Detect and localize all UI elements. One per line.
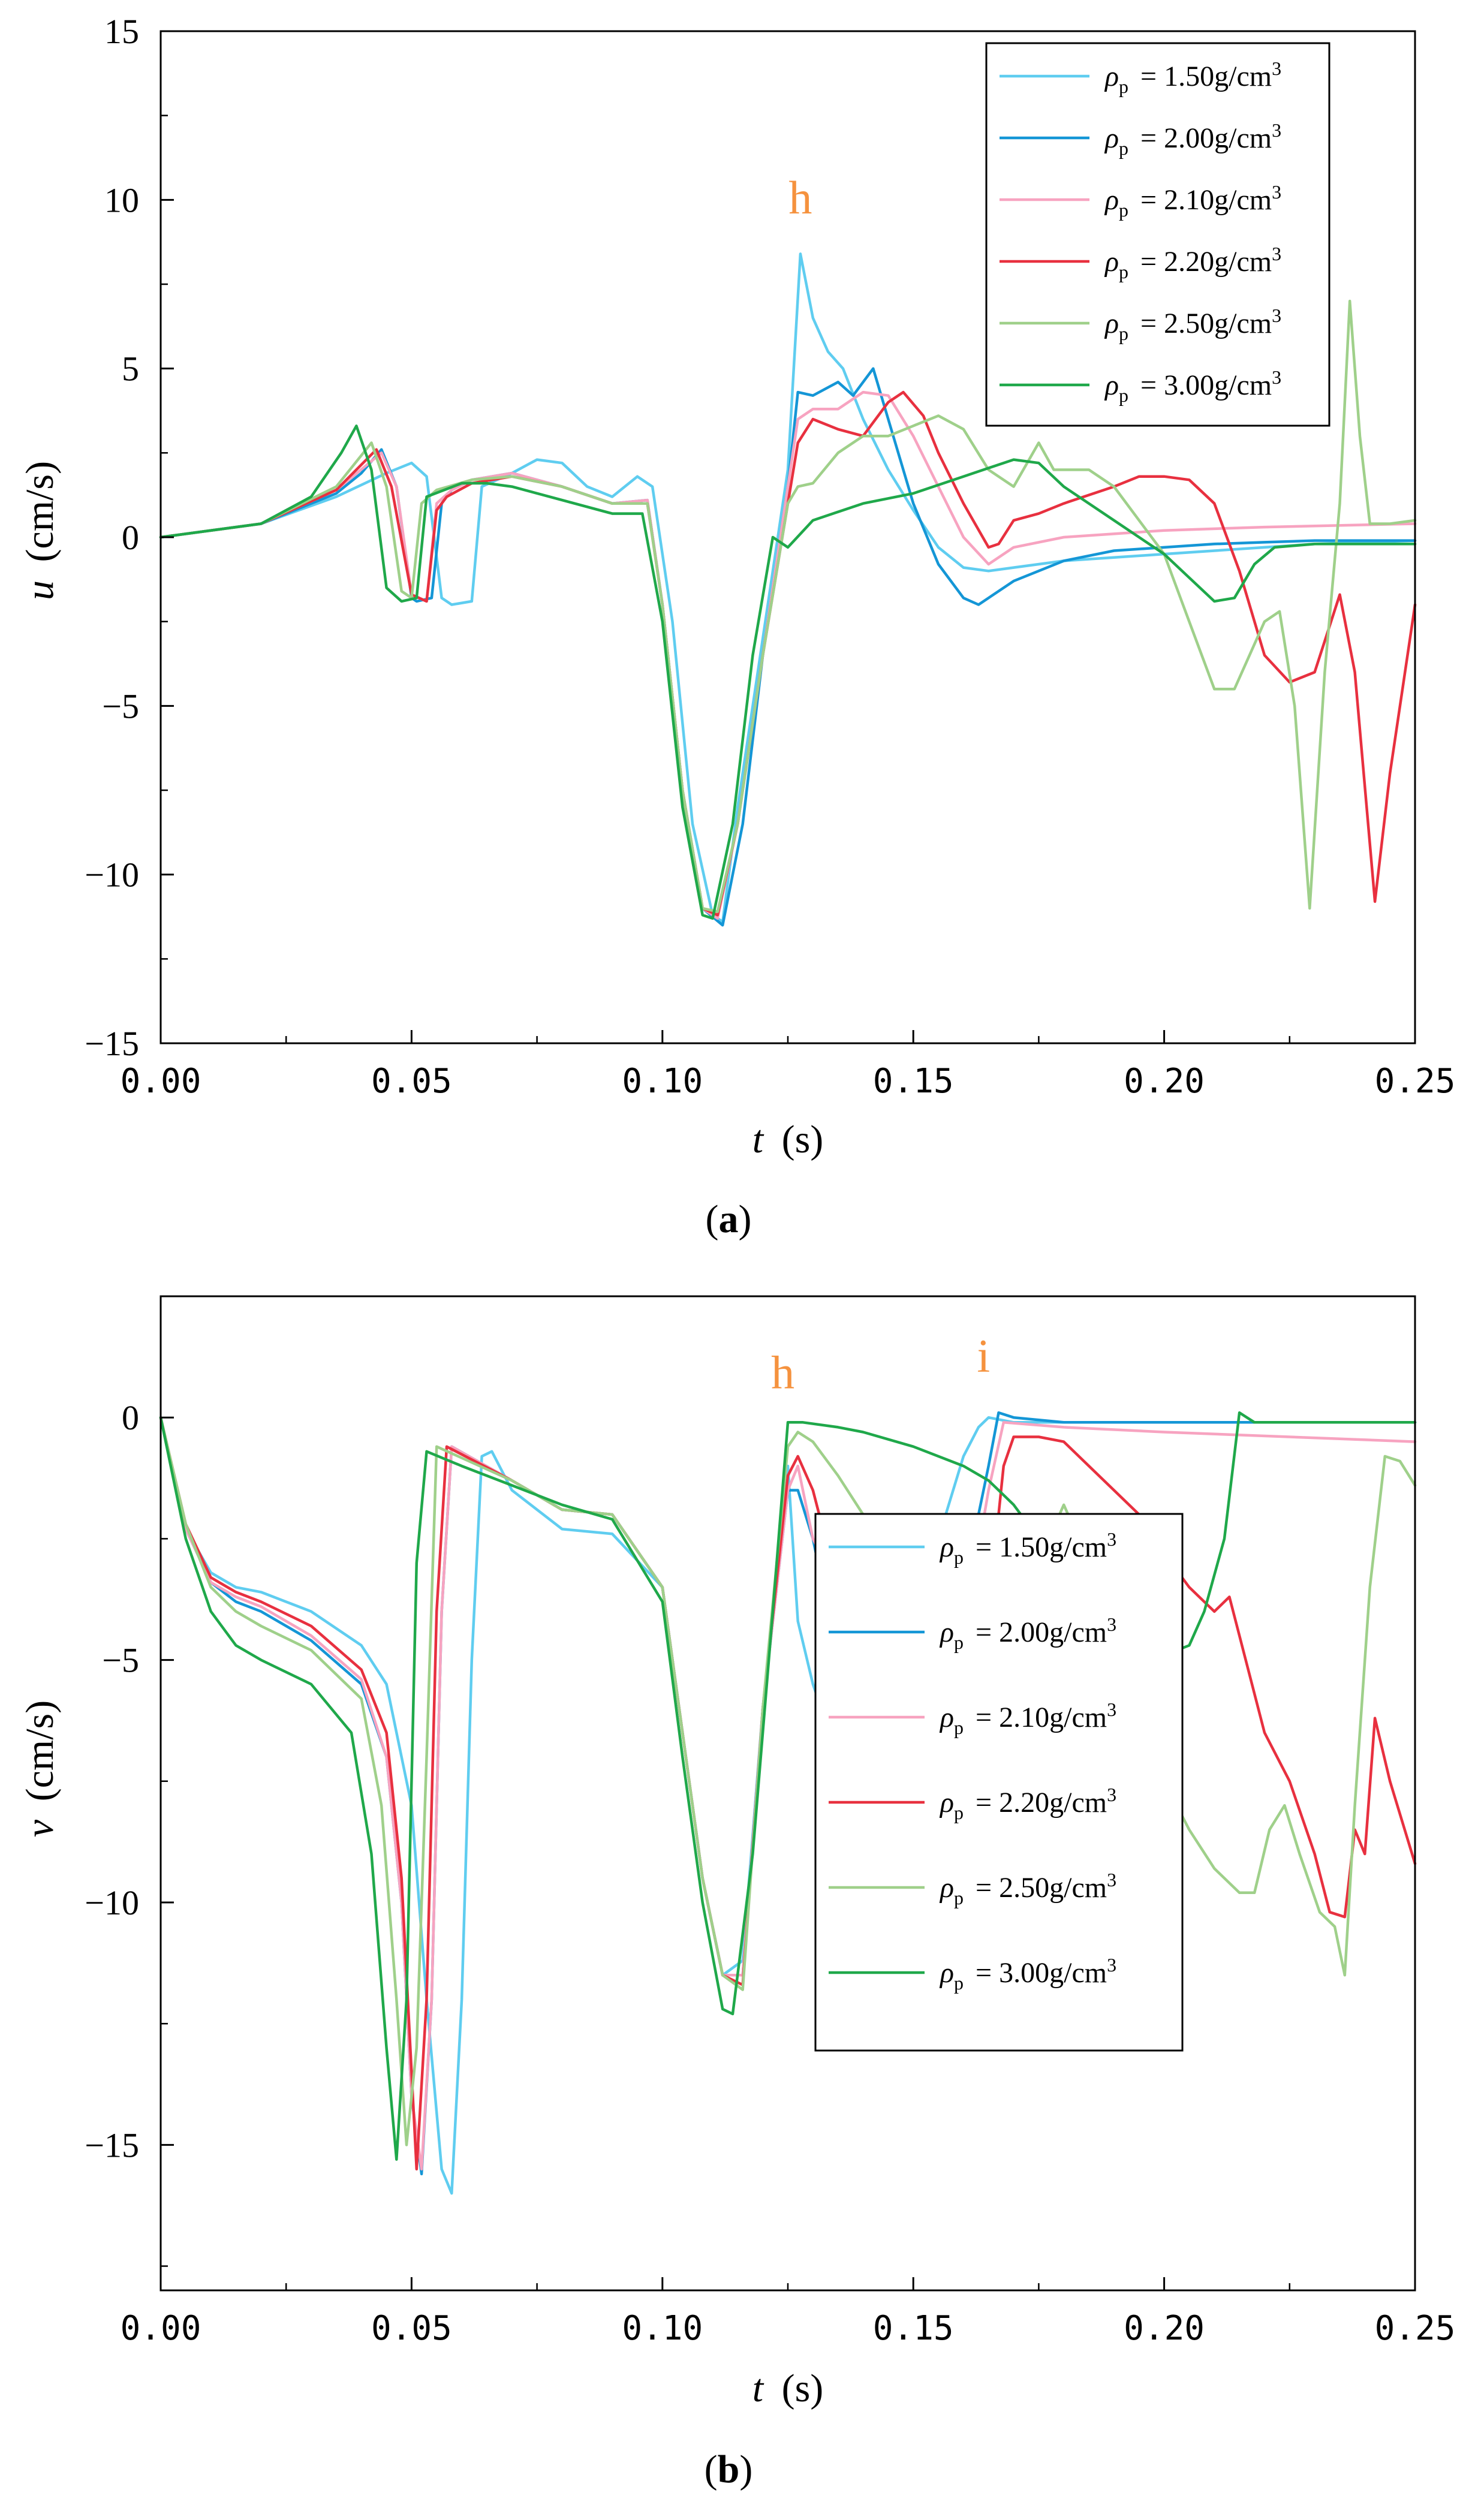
- series-line-s200-a: [159, 367, 1417, 927]
- x-tick-label: 0.20: [1124, 1062, 1205, 1101]
- legend-entry-s210: ρp = 2.10g/cm3: [1104, 181, 1281, 221]
- y-tick-label: −5: [102, 687, 139, 725]
- x-tick-labels-a: 0.00 0.05 0.10 0.15 0.20 0.25: [121, 1062, 1456, 1101]
- legend-entry-s220: ρp = 2.20g/cm3: [939, 1784, 1116, 1823]
- y-tick-label: −10: [85, 856, 139, 895]
- x-tick-labels-b: 0.00 0.05 0.10 0.15 0.20 0.25: [121, 2309, 1456, 2348]
- y-axis-title-a: u (cm/s): [18, 461, 62, 600]
- y-tick-label: 15: [104, 12, 139, 51]
- y-axis-title-b: v (cm/s): [18, 1700, 62, 1837]
- panel-label-b: (b): [705, 2447, 753, 2491]
- axes-b: [159, 1295, 1416, 2292]
- legend-a: ρp = 1.50g/cm3 ρp = 2.00g/cm3 ρp = 2.10g/c…: [985, 42, 1330, 427]
- x-tick-label: 0.00: [121, 2309, 201, 2348]
- legend-entry-s200: ρp = 2.00g/cm3: [939, 1613, 1116, 1653]
- annotation-i-b: i: [977, 1329, 991, 1381]
- x-tick-label: 0.05: [371, 2309, 452, 2348]
- chart-panel-a: 0.00 0.05 0.10 0.15 0.20 0.25 151050−5−10−15 …: [18, 12, 1455, 1241]
- x-tick-label: 0.15: [873, 1062, 954, 1101]
- legend-entry-s250: ρp = 2.50g/cm3: [939, 1869, 1116, 1908]
- x-axis-title-b: t (s): [752, 2367, 824, 2410]
- x-tick-label: 0.10: [622, 1062, 703, 1101]
- legend-b: ρp = 1.50g/cm3 ρp = 2.00g/cm3 ρp = 2.10g/c…: [814, 1513, 1184, 2052]
- axes-a: [159, 30, 1416, 1044]
- x-tick-label: 0.05: [371, 1062, 452, 1101]
- annotation-h-a: h: [788, 171, 812, 224]
- legend-entry-s300: ρp = 3.00g/cm3: [1104, 366, 1281, 406]
- panel-label-a: (a): [706, 1197, 752, 1241]
- x-tick-label: 0.15: [873, 2309, 954, 2348]
- legend-entry-s250: ρp = 2.50g/cm3: [1104, 305, 1281, 344]
- y-tick-label: −15: [85, 1024, 139, 1063]
- x-tick-label: 0.25: [1375, 2309, 1456, 2348]
- legend-entry-s200: ρp = 2.00g/cm3: [1104, 119, 1281, 159]
- x-tick-label: 0.00: [121, 1062, 201, 1101]
- x-axis-title-a: t (s): [752, 1118, 824, 1161]
- y-tick-label: 10: [104, 180, 139, 219]
- series-group-a: [159, 252, 1417, 927]
- legend-entry-s150: ρp = 1.50g/cm3: [1104, 58, 1281, 97]
- legend-entry-s210: ρp = 2.10g/cm3: [939, 1699, 1116, 1738]
- series-line-s300-a: [159, 424, 1417, 920]
- y-tick-label: −5: [102, 1641, 139, 1680]
- legend-entry-s150: ρp = 1.50g/cm3: [939, 1528, 1116, 1568]
- legend-entry-s300: ρp = 3.00g/cm3: [939, 1954, 1116, 1994]
- x-tick-label: 0.25: [1375, 1062, 1456, 1101]
- chart-panel-b: 0.00 0.05 0.10 0.15 0.20 0.25 0 −5 −10 −15 v (cm…: [18, 1295, 1456, 2491]
- series-line-s250-a: [159, 299, 1417, 913]
- annotation-h-b: h: [771, 1347, 794, 1399]
- y-tick-label: 5: [122, 350, 139, 389]
- x-tick-label: 0.10: [622, 2309, 703, 2348]
- y-tick-labels-a: 15 10 5 0 −5 −10 −15: [85, 12, 139, 1063]
- y-tick-label: −10: [85, 1883, 139, 1922]
- y-tick-label: 0: [122, 518, 139, 557]
- x-tick-label: 0.20: [1124, 2309, 1205, 2348]
- y-tick-label: −15: [85, 2125, 139, 2164]
- legend-entry-s220: ρp = 2.20g/cm3: [1104, 243, 1281, 282]
- y-tick-labels-b: 0 −5 −10 −15: [85, 1398, 139, 2164]
- y-tick-label: 0: [122, 1398, 139, 1437]
